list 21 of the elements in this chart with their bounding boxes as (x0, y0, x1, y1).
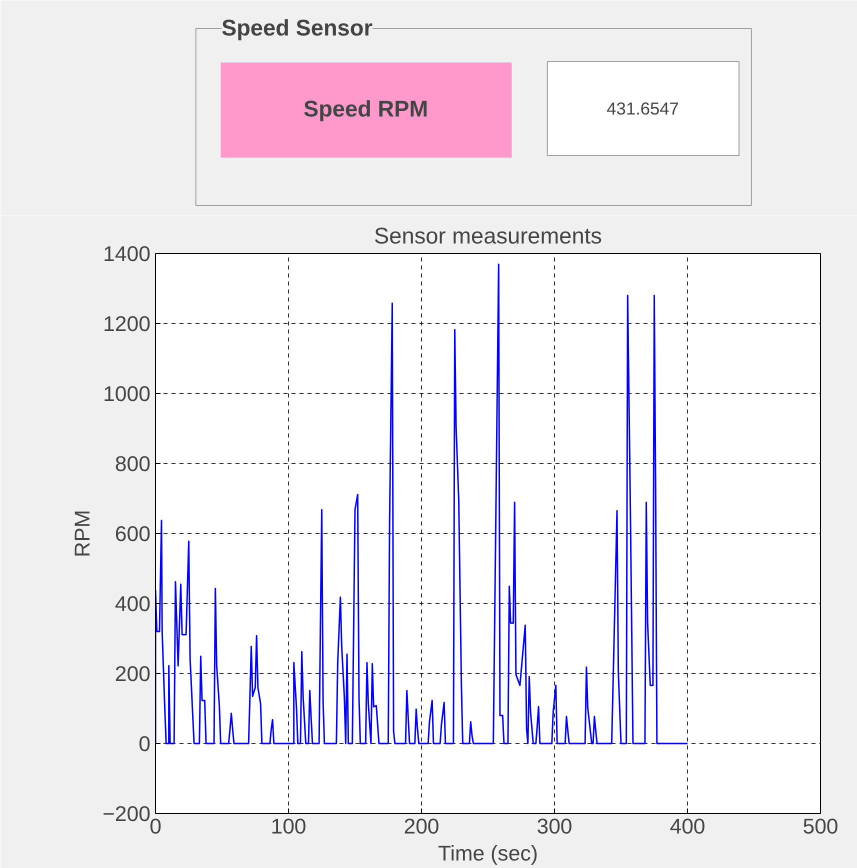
y-tick-label: 200 (114, 662, 151, 686)
x-tick-label: 400 (670, 814, 706, 838)
x-tick-label: 100 (270, 814, 306, 838)
y-tick-label: 400 (114, 592, 151, 616)
text: 431.6547 (606, 98, 679, 118)
y-tick-label: 1000 (103, 382, 151, 406)
x-tick-label: 500 (802, 814, 838, 838)
x-tick-label: 200 (404, 814, 440, 838)
line-series (156, 264, 688, 744)
chart-title: Sensor measurements (374, 222, 602, 248)
y-tick-label: 1200 (103, 312, 151, 336)
y-tick-label: 0 (138, 732, 151, 756)
y-axis-title: RPM (70, 510, 94, 558)
y-tick-label: 1400 (103, 242, 151, 266)
x-axis-title: Time (sec) (438, 842, 538, 866)
text: Speed Sensor (221, 14, 373, 40)
text: Speed RPM (303, 96, 428, 122)
y-tick-label: 600 (114, 522, 151, 546)
y-tick-label: −200 (102, 802, 151, 826)
y-tick-label: 800 (114, 452, 151, 476)
x-tick-label: 300 (536, 814, 572, 838)
